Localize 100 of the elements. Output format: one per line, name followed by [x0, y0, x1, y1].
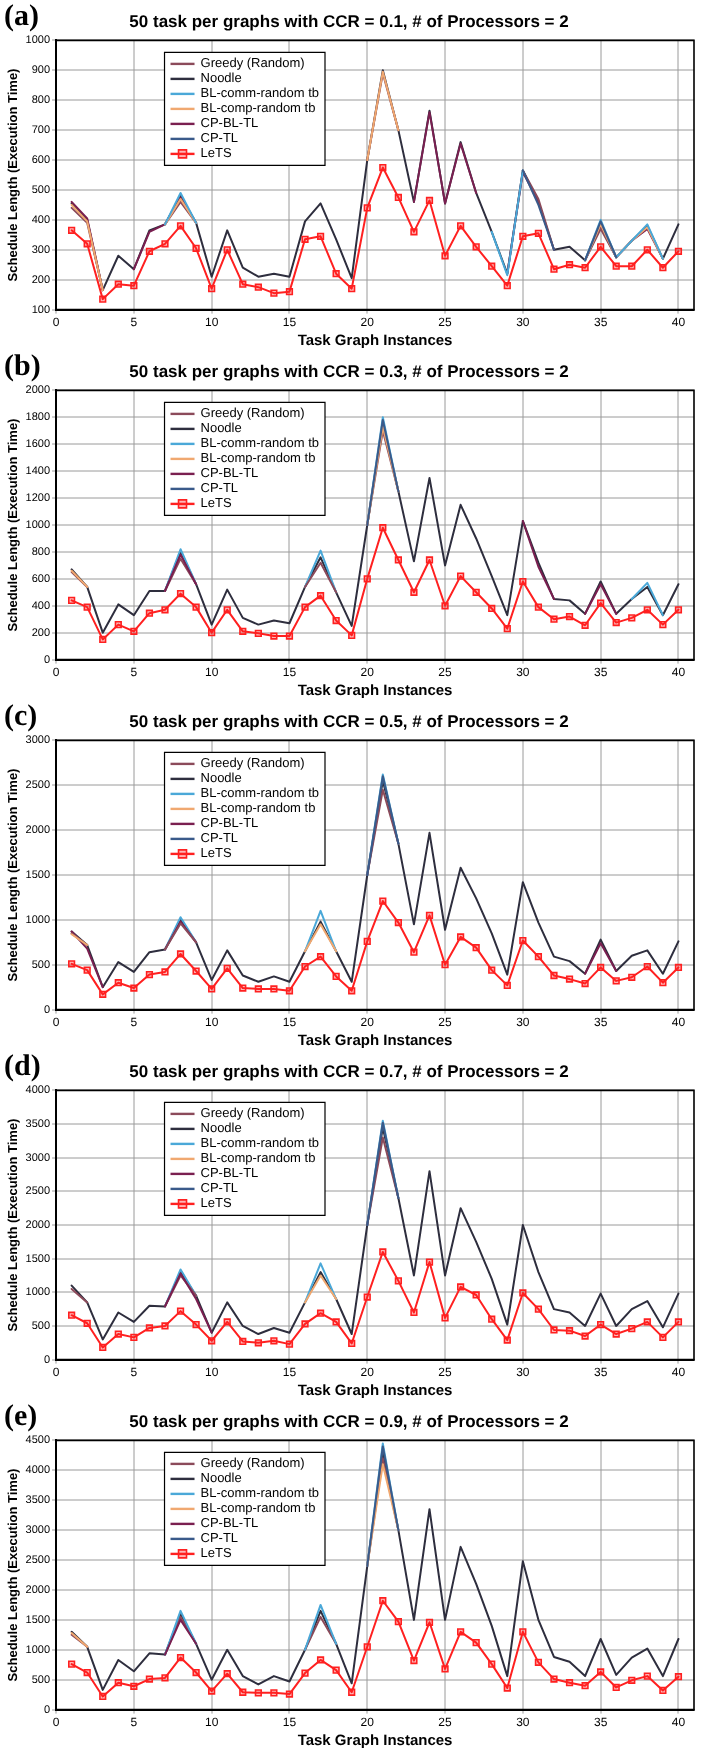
- point: [550, 1675, 558, 1683]
- point: [208, 985, 216, 993]
- point: [565, 612, 574, 621]
- point: [130, 1682, 138, 1690]
- point: [581, 979, 589, 988]
- point: [550, 971, 558, 980]
- point: [643, 1672, 651, 1680]
- point: [534, 1658, 543, 1666]
- point: [145, 970, 154, 979]
- point: [301, 235, 309, 243]
- point: [456, 1628, 465, 1636]
- point: [597, 1320, 605, 1329]
- point: [534, 229, 543, 237]
- point: [348, 987, 356, 995]
- point: [83, 1668, 91, 1677]
- point: [456, 572, 465, 580]
- point: [208, 285, 216, 293]
- point: [581, 1682, 589, 1690]
- point: [550, 1326, 558, 1334]
- point: [410, 588, 418, 596]
- point: [332, 616, 340, 625]
- point: [301, 1669, 309, 1677]
- point: [99, 1692, 107, 1701]
- point: [612, 1683, 620, 1692]
- point: [674, 963, 683, 972]
- point: [363, 575, 371, 583]
- point: [597, 599, 605, 607]
- point: [114, 1679, 122, 1687]
- point: [363, 1293, 371, 1301]
- point: [239, 1337, 247, 1346]
- point: [145, 1675, 154, 1683]
- point: [301, 962, 309, 971]
- chart-title: 50 task per graphs with CCR = 0.5, # of Processors = 2: [129, 710, 570, 731]
- point: [254, 985, 262, 993]
- point: [223, 1670, 231, 1678]
- point: [114, 620, 122, 629]
- point: [456, 933, 465, 941]
- point: [114, 280, 122, 288]
- point: [208, 1687, 216, 1695]
- chart-title: 50 task per graphs with CCR = 0.3, # of Processors = 2: [129, 360, 570, 381]
- point: [441, 961, 449, 969]
- point: [348, 285, 356, 293]
- point: [674, 606, 683, 614]
- point: [223, 1318, 231, 1326]
- text: (e): [4, 1400, 38, 1433]
- point: [68, 596, 76, 604]
- point: [519, 577, 527, 586]
- point: [316, 1656, 325, 1664]
- point: [410, 228, 418, 236]
- point: [176, 1653, 185, 1662]
- point: [348, 631, 356, 639]
- point: [581, 1332, 589, 1340]
- point: [176, 1307, 185, 1315]
- point: [223, 606, 231, 614]
- point: [316, 232, 325, 240]
- point: [425, 196, 434, 205]
- point: [472, 1291, 480, 1299]
- point: [192, 967, 200, 975]
- point: [176, 222, 185, 230]
- chart-title: 50 task per graphs with CCR = 0.7, # of Processors = 2: [129, 1060, 570, 1081]
- point: [114, 1330, 122, 1338]
- point: [176, 590, 185, 598]
- point: [363, 204, 371, 212]
- point: [488, 604, 496, 613]
- point: [488, 966, 496, 974]
- point: [285, 288, 294, 296]
- point: [565, 261, 574, 269]
- point: [441, 1665, 449, 1673]
- point: [441, 602, 449, 610]
- point: [285, 1340, 294, 1348]
- point: [394, 918, 402, 927]
- point: [254, 629, 262, 637]
- point: [363, 937, 371, 946]
- point: [628, 1676, 636, 1684]
- point: [145, 609, 154, 617]
- point: [659, 1333, 667, 1342]
- point: [223, 964, 231, 972]
- point: [161, 1674, 169, 1682]
- point: [503, 1336, 511, 1344]
- point: [674, 1318, 683, 1326]
- point: [581, 621, 589, 629]
- point: [674, 247, 683, 255]
- point: [316, 1309, 325, 1317]
- point: [363, 1643, 371, 1651]
- point: [659, 979, 667, 987]
- point: [379, 897, 387, 905]
- point: [565, 1327, 574, 1335]
- point: [239, 280, 247, 288]
- point: [597, 1668, 605, 1676]
- point: [659, 264, 667, 272]
- point: [488, 262, 496, 270]
- point: [472, 1638, 480, 1647]
- point: [332, 972, 340, 981]
- point: [83, 603, 91, 611]
- point: [161, 968, 169, 976]
- point: [488, 1660, 496, 1668]
- point: [456, 1283, 465, 1291]
- point: [643, 962, 651, 971]
- point: [394, 1618, 402, 1626]
- point: [130, 627, 138, 635]
